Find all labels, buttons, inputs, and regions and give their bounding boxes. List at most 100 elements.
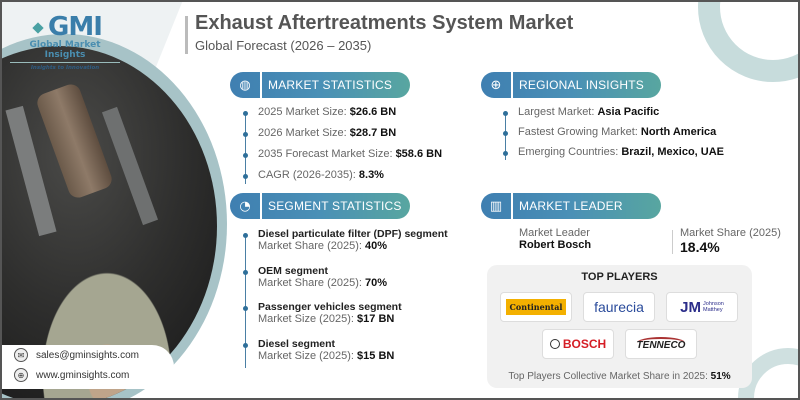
photo-beam — [101, 106, 159, 226]
photo-exhaust-pipe — [34, 81, 115, 201]
list-item: 2026 Market Size: $28.7 BN — [242, 127, 472, 148]
faurecia-wordmark: faurecia — [594, 299, 644, 315]
tenneco-logo: TENNECO — [625, 329, 697, 359]
top-players-footer: Top Players Collective Market Share in 2… — [487, 371, 752, 382]
continental-wordmark: Continental — [505, 299, 567, 315]
list-item: OEM segment Market Share (2025): 70% — [242, 265, 477, 301]
segment-value: 70% — [365, 277, 388, 289]
section-heading: REGIONAL INSIGHTS — [519, 78, 644, 92]
stat-value: $58.6 BN — [395, 148, 443, 160]
list-item: Emerging Countries: Brazil, Mexico, UAE — [502, 146, 762, 166]
logo-tagline: Insights to Innovation — [30, 65, 100, 71]
contact-box: ✉ sales@gminsights.com ⊕ www.gminsights.… — [2, 345, 174, 389]
segment-title: Diesel particulate filter (DPF) segment — [258, 228, 448, 240]
page-title: Exhaust Aftertreatments System Market — [195, 12, 574, 34]
globe-chart-icon: ◍ — [230, 72, 262, 98]
globe-icon: ⊕ — [481, 72, 513, 98]
region-value: Brazil, Mexico, UAE — [621, 146, 725, 158]
mail-icon: ✉ — [14, 348, 28, 362]
continental-logo: Continental — [500, 292, 572, 322]
share-label: Market Share (2025) — [680, 227, 781, 239]
jm-name: Johnson Matthey — [703, 301, 724, 313]
section-heading: SEGMENT STATISTICS — [268, 199, 402, 213]
segment-label: Market Size (2025): — [258, 350, 358, 362]
list-item: Diesel particulate filter (DPF) segment … — [242, 228, 477, 265]
bar-chart-icon: ▥ — [481, 193, 513, 219]
leader-value: Robert Bosch — [519, 239, 592, 251]
faurecia-logo: faurecia — [583, 292, 655, 322]
email-link[interactable]: sales@gminsights.com — [36, 349, 139, 361]
region-label: Fastest Growing Market: — [518, 126, 641, 138]
segment-value: $17 BN — [357, 313, 395, 325]
segment-title: Passenger vehicles segment — [258, 301, 402, 313]
stat-value: $28.7 BN — [349, 127, 397, 139]
list-item: 2025 Market Size: $26.6 BN — [242, 106, 472, 127]
footer-value: 51% — [710, 371, 731, 382]
johnson-matthey-logo: JM Johnson Matthey — [666, 292, 738, 322]
segment-statistics-header: ◔ SEGMENT STATISTICS — [230, 193, 410, 219]
market-leader-header: ▥ MARKET LEADER — [481, 193, 661, 219]
leader-divider — [672, 230, 673, 254]
segment-title: Diesel segment — [258, 338, 336, 350]
jm-line2: Matthey — [703, 307, 723, 313]
stat-label: 2026 Market Size: — [258, 127, 350, 139]
continental-name: Continental — [509, 302, 563, 312]
segment-label: Market Share (2025): — [258, 277, 365, 289]
regional-insights-list: Largest Market: Asia Pacific Fastest Gro… — [502, 106, 762, 166]
website-link[interactable]: www.gminsights.com — [36, 369, 130, 381]
jm-line1: Johnson — [703, 300, 724, 307]
market-leader-block: Market Leader Robert Bosch — [519, 227, 591, 251]
globe-icon: ⊕ — [14, 368, 28, 382]
region-label: Emerging Countries: — [518, 146, 622, 158]
list-item: Largest Market: Asia Pacific — [502, 106, 762, 126]
bosch-ring-icon — [549, 339, 560, 349]
leader-label: Market Leader — [519, 227, 590, 239]
timeline-line — [505, 112, 506, 160]
share-value: 18.4% — [680, 239, 720, 255]
segment-pie-icon: ◔ — [230, 193, 262, 219]
bosch-wordmark: BOSCH — [549, 337, 607, 351]
decorative-ring-top-right — [698, 2, 798, 82]
region-value: North America — [640, 126, 717, 138]
bosch-logo: BOSCH — [542, 329, 614, 359]
jm-wordmark: JM Johnson Matthey — [680, 299, 724, 316]
list-item: CAGR (2026-2035): 8.3% — [242, 169, 472, 190]
segment-label: Market Size (2025): — [258, 313, 358, 325]
region-label: Largest Market: — [518, 106, 598, 118]
stat-value: $26.6 BN — [349, 106, 397, 118]
segment-title: OEM segment — [258, 265, 329, 277]
list-item: Passenger vehicles segment Market Size (… — [242, 301, 477, 338]
logo-diamond-icon — [32, 21, 44, 34]
segment-label: Market Share (2025): — [258, 240, 365, 252]
gmi-logo: GMI Global Market Insights Insights to I… — [10, 12, 120, 71]
regional-insights-header: ⊕ REGIONAL INSIGHTS — [481, 72, 661, 98]
list-item: Fastest Growing Market: North America — [502, 126, 762, 146]
segment-value: $15 BN — [357, 350, 395, 362]
section-heading: MARKET LEADER — [519, 199, 623, 213]
market-statistics-header: ◍ MARKET STATISTICS — [230, 72, 410, 98]
website-row[interactable]: ⊕ www.gminsights.com — [2, 365, 174, 385]
segment-value: 40% — [365, 240, 388, 252]
bosch-name: BOSCH — [562, 337, 607, 351]
title-divider — [185, 16, 188, 54]
stat-label: 2035 Forecast Market Size: — [258, 148, 396, 160]
page-subtitle: Global Forecast (2026 – 2035) — [195, 38, 372, 53]
footer-label: Top Players Collective Market Share in 2… — [508, 371, 711, 382]
logo-text: GMI — [48, 12, 103, 42]
timeline-line — [245, 112, 246, 184]
market-share-block: Market Share (2025) 18.4% — [680, 227, 781, 255]
top-players-heading: TOP PLAYERS — [581, 271, 658, 283]
timeline-line — [245, 234, 246, 368]
segment-statistics-list: Diesel particulate filter (DPF) segment … — [242, 228, 477, 374]
region-value: Asia Pacific — [597, 106, 660, 118]
logo-full-name: Global Market Insights — [10, 40, 120, 63]
logo-mark: GMI — [10, 12, 120, 42]
stat-value: 8.3% — [358, 169, 384, 181]
stat-label: 2025 Market Size: — [258, 106, 350, 118]
section-heading: MARKET STATISTICS — [268, 78, 393, 92]
list-item: 2035 Forecast Market Size: $58.6 BN — [242, 148, 472, 169]
stat-label: CAGR (2026-2035): — [258, 169, 359, 181]
jm-letters: JM — [680, 298, 702, 316]
email-row[interactable]: ✉ sales@gminsights.com — [2, 345, 174, 365]
